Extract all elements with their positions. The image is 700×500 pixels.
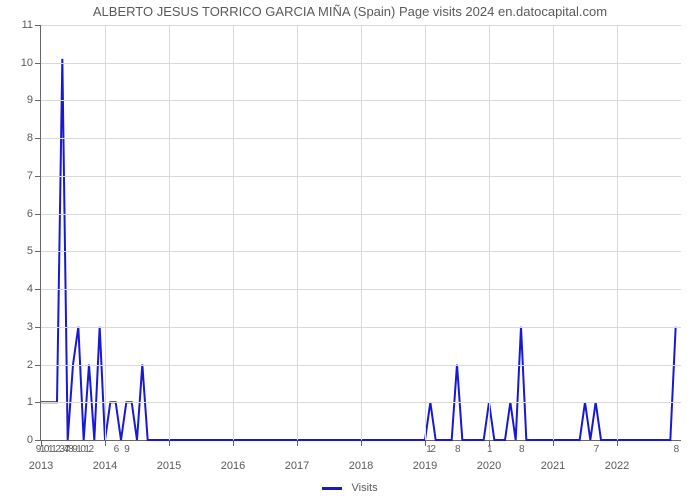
y-tick bbox=[35, 214, 41, 215]
y-tick bbox=[35, 402, 41, 403]
x-minor-label: 7891012 bbox=[64, 444, 92, 455]
x-gridline bbox=[297, 25, 298, 440]
y-tick-label: 8 bbox=[27, 132, 33, 144]
x-gridline bbox=[553, 25, 554, 440]
plot-area: 0123456789101120132014201520162017201820… bbox=[40, 25, 681, 441]
y-tick-label: 4 bbox=[27, 283, 33, 295]
x-tick bbox=[617, 440, 618, 446]
x-minor-label: 91011234 bbox=[36, 444, 68, 455]
y-tick-label: 5 bbox=[27, 245, 33, 257]
x-year-label: 2014 bbox=[93, 460, 117, 472]
x-gridline bbox=[617, 25, 618, 440]
x-year-label: 2018 bbox=[349, 460, 373, 472]
x-minor-label: 12 bbox=[426, 444, 434, 455]
x-minor-label: 1 bbox=[487, 444, 491, 455]
y-tick bbox=[35, 176, 41, 177]
x-year-label: 2016 bbox=[221, 460, 245, 472]
x-tick bbox=[297, 440, 298, 446]
y-tick bbox=[35, 138, 41, 139]
visits-line bbox=[41, 59, 676, 440]
x-minor-label: 8 bbox=[674, 444, 678, 455]
y-tick bbox=[35, 365, 41, 366]
x-gridline bbox=[233, 25, 234, 440]
y-tick-label: 9 bbox=[27, 94, 33, 106]
x-minor-label: 9 bbox=[124, 444, 128, 455]
y-tick-label: 10 bbox=[21, 57, 33, 69]
x-tick bbox=[233, 440, 234, 446]
y-tick bbox=[35, 327, 41, 328]
y-tick-label: 2 bbox=[27, 359, 33, 371]
x-gridline bbox=[105, 25, 106, 440]
y-tick-label: 1 bbox=[27, 396, 33, 408]
x-tick bbox=[169, 440, 170, 446]
y-tick bbox=[35, 63, 41, 64]
x-minor-label: 8 bbox=[519, 444, 523, 455]
x-year-label: 2013 bbox=[29, 460, 53, 472]
legend-label: Visits bbox=[351, 482, 377, 494]
x-year-label: 2017 bbox=[285, 460, 309, 472]
y-tick bbox=[35, 289, 41, 290]
x-year-label: 2020 bbox=[477, 460, 501, 472]
y-tick-label: 6 bbox=[27, 208, 33, 220]
x-gridline bbox=[425, 25, 426, 440]
x-year-label: 2019 bbox=[413, 460, 437, 472]
y-tick-label: 3 bbox=[27, 321, 33, 333]
x-tick bbox=[105, 440, 106, 446]
y-tick bbox=[35, 25, 41, 26]
x-minor-label: 8 bbox=[455, 444, 459, 455]
x-gridline bbox=[489, 25, 490, 440]
x-tick bbox=[553, 440, 554, 446]
x-tick bbox=[361, 440, 362, 446]
y-tick-label: 11 bbox=[22, 19, 33, 31]
x-minor-label: 6 bbox=[114, 444, 118, 455]
x-year-label: 2022 bbox=[605, 460, 629, 472]
chart-container: ALBERTO JESUS TORRICO GARCIA MIÑA (Spain… bbox=[0, 0, 700, 500]
y-tick bbox=[35, 251, 41, 252]
x-gridline bbox=[169, 25, 170, 440]
legend: Visits bbox=[0, 482, 700, 494]
legend-swatch bbox=[322, 487, 342, 490]
x-year-label: 2021 bbox=[541, 460, 565, 472]
y-tick-label: 7 bbox=[27, 170, 33, 182]
x-minor-label: 7 bbox=[594, 444, 598, 455]
chart-title: ALBERTO JESUS TORRICO GARCIA MIÑA (Spain… bbox=[0, 4, 700, 19]
y-tick bbox=[35, 100, 41, 101]
y-tick-label: 0 bbox=[27, 434, 33, 446]
x-year-label: 2015 bbox=[157, 460, 181, 472]
x-gridline bbox=[361, 25, 362, 440]
